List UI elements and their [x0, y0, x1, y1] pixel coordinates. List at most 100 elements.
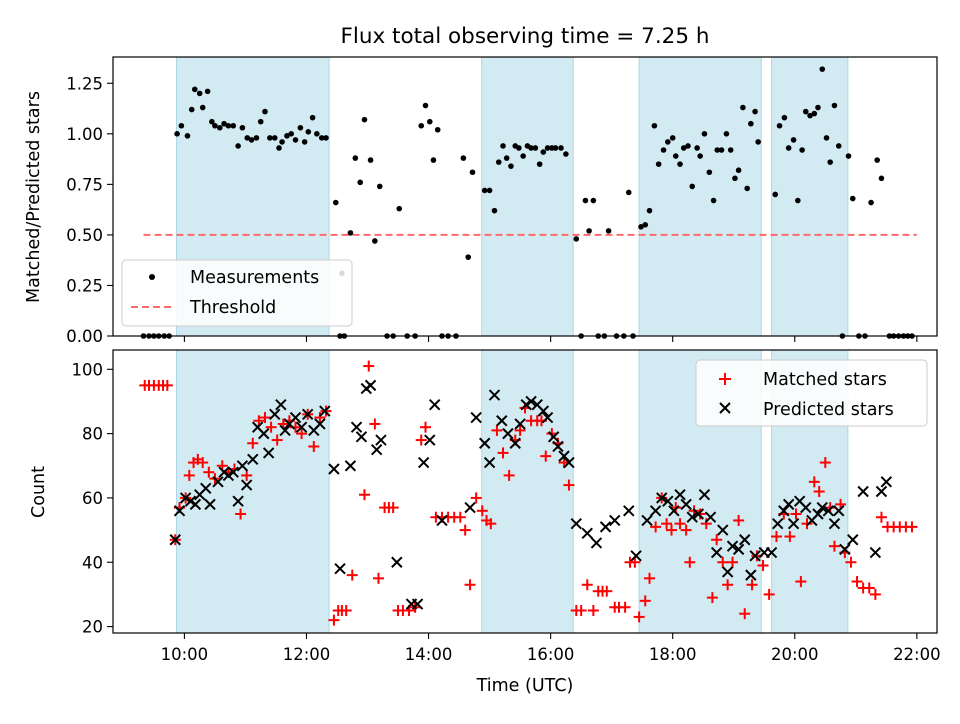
measurement-point	[785, 145, 792, 151]
measurement-point	[723, 131, 730, 137]
measurement-point	[540, 149, 547, 155]
predicted-point	[232, 495, 244, 507]
measurement-point	[823, 135, 830, 141]
measurement-point	[430, 157, 437, 163]
y-tick-label: 40	[82, 553, 103, 572]
matched-point	[650, 521, 662, 533]
measurement-point	[669, 135, 676, 141]
matched-point	[819, 457, 831, 469]
measurement-point	[831, 102, 838, 109]
predicted-point	[686, 511, 698, 523]
measurement-point	[323, 135, 329, 141]
frame-top	[112, 56, 938, 337]
measurement-point	[811, 110, 818, 117]
matched-point	[875, 511, 887, 523]
predicted-point	[880, 476, 893, 488]
x-tick-label: 18:00	[649, 645, 697, 664]
measurement-point	[204, 88, 211, 95]
measurement-point	[357, 179, 364, 186]
predicted-point	[839, 543, 851, 556]
matched-point	[265, 421, 277, 433]
measurement-point	[212, 122, 218, 129]
measurement-point	[755, 139, 761, 145]
measurement-point	[267, 135, 273, 141]
predicted-point	[391, 556, 403, 568]
predicted-point	[344, 460, 357, 472]
predicted-point	[704, 511, 717, 523]
measurement-point	[573, 236, 580, 242]
measurement-point	[376, 183, 383, 190]
measurement-point	[638, 224, 644, 230]
measurement-point	[318, 135, 325, 141]
measurement-point	[244, 135, 251, 141]
measurement-point	[262, 108, 268, 115]
y-tick-label: 0.50	[66, 226, 103, 245]
measurement-point	[586, 228, 592, 234]
matched-point	[241, 469, 253, 481]
measurement-point	[422, 102, 429, 109]
measurement-point	[196, 90, 203, 97]
measurement-point	[191, 86, 198, 93]
measurement-point	[544, 145, 551, 151]
predicted-point	[558, 450, 570, 462]
predicted-point	[370, 443, 383, 456]
measurement-point	[532, 145, 539, 151]
measurement-point	[491, 207, 498, 214]
measurement-point	[781, 114, 788, 121]
matched-point	[587, 604, 599, 616]
measurement-point	[878, 175, 885, 182]
matched-point	[476, 505, 488, 517]
y-tick-label: 0.00	[66, 327, 103, 346]
predicted-point	[590, 537, 603, 549]
measurement-point	[361, 116, 368, 123]
legend-matched-marker	[719, 373, 731, 385]
measurement-point	[558, 145, 564, 151]
predicted-point	[488, 389, 501, 401]
measurement-point	[689, 183, 696, 190]
predicted-point	[739, 534, 751, 546]
measurement-point	[309, 114, 316, 121]
y-tick-label: 1.25	[66, 74, 103, 93]
matched-point	[684, 556, 696, 568]
legend-top: Measurements Threshold	[121, 259, 353, 327]
y-axis-label-top: Matched/Predicted stars	[24, 91, 44, 303]
legend-matched-label: Matched stars	[763, 370, 887, 390]
matched-point	[629, 556, 641, 568]
measurement-point	[279, 139, 285, 145]
predicted-point	[537, 405, 550, 417]
measurement-point	[426, 118, 433, 125]
measurement-point	[563, 151, 569, 157]
predicted-point	[227, 466, 239, 478]
matched-point	[253, 415, 265, 427]
matched-point	[485, 518, 497, 530]
predicted-point	[847, 534, 859, 546]
matched-point	[296, 428, 308, 440]
matched-point	[711, 534, 723, 546]
x-tick-label: 22:00	[893, 645, 941, 664]
predicted-point	[464, 501, 476, 514]
matched-point	[906, 521, 918, 533]
measurement-point	[418, 122, 425, 129]
matched-point	[415, 434, 427, 446]
measurement-point	[217, 124, 223, 131]
predicted-point	[857, 485, 869, 498]
predicted-point	[698, 489, 711, 501]
matched-point	[746, 579, 758, 591]
predicted-point	[674, 489, 686, 501]
predicted-point	[656, 492, 668, 504]
predicted-point	[525, 395, 537, 408]
predicted-point	[502, 427, 514, 440]
x-axis-bottom: 10:00 12:00 14:00 16:00 18:00 20:00 22:00	[161, 633, 941, 664]
measurement-point	[697, 153, 703, 159]
matched-point	[308, 440, 320, 452]
predicted-point	[514, 418, 526, 430]
predicted-point	[436, 514, 448, 527]
matched-point	[387, 502, 399, 514]
predicted-point	[828, 517, 841, 530]
measurement-point	[714, 147, 721, 153]
measurement-point	[735, 167, 742, 174]
measurement-point	[367, 157, 374, 163]
predicted-point	[833, 505, 845, 517]
measurement-point	[209, 118, 215, 125]
predicted-point	[295, 421, 308, 433]
